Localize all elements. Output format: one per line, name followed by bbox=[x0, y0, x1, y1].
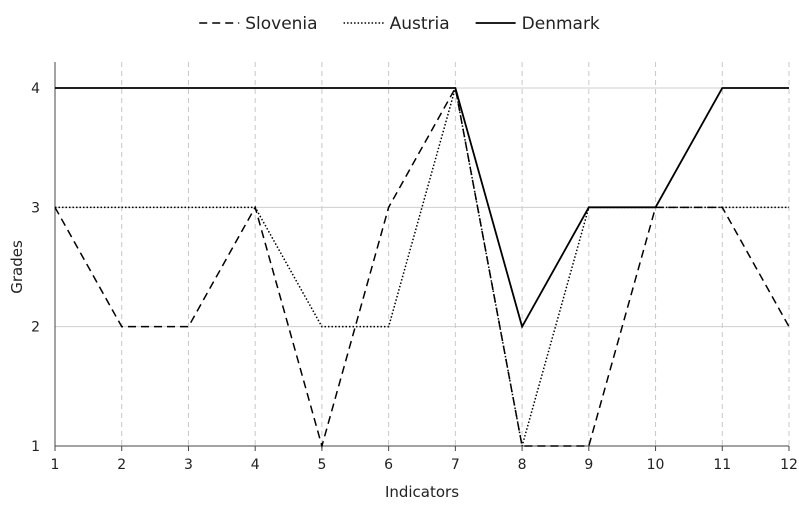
x-tick-label: 2 bbox=[117, 457, 126, 473]
x-tick-label: 6 bbox=[384, 457, 393, 473]
grid bbox=[55, 62, 790, 447]
legend: Slovenia Austria Denmark bbox=[199, 14, 600, 34]
x-tick-label: 8 bbox=[518, 457, 527, 473]
x-axis-title: Indicators bbox=[385, 483, 459, 501]
series-lines bbox=[54, 85, 790, 449]
legend-label-slovenia: Slovenia bbox=[245, 14, 317, 34]
axes bbox=[54, 62, 790, 451]
y-axis-title: Grades bbox=[8, 240, 26, 294]
x-tick-label: 10 bbox=[647, 457, 665, 473]
y-tick-label: 1 bbox=[31, 439, 40, 455]
x-tick-label: 3 bbox=[184, 457, 193, 473]
series-line-slovenia bbox=[54, 85, 790, 449]
series-line-austria bbox=[55, 87, 789, 447]
y-tick-label: 3 bbox=[31, 200, 40, 216]
x-tick-label: 11 bbox=[713, 457, 731, 473]
x-tick-label: 4 bbox=[251, 457, 260, 473]
x-tick-label: 7 bbox=[451, 457, 460, 473]
legend-label-denmark: Denmark bbox=[522, 14, 600, 34]
y-tick-label: 2 bbox=[31, 320, 40, 336]
x-tick-label: 12 bbox=[780, 457, 798, 473]
legend-label-austria: Austria bbox=[390, 14, 450, 34]
series-line-denmark bbox=[55, 87, 789, 330]
x-tick-label: 5 bbox=[317, 457, 326, 473]
x-tick-label: 1 bbox=[51, 457, 60, 473]
y-tick-label: 4 bbox=[31, 81, 40, 97]
x-tick-label: 9 bbox=[584, 457, 593, 473]
